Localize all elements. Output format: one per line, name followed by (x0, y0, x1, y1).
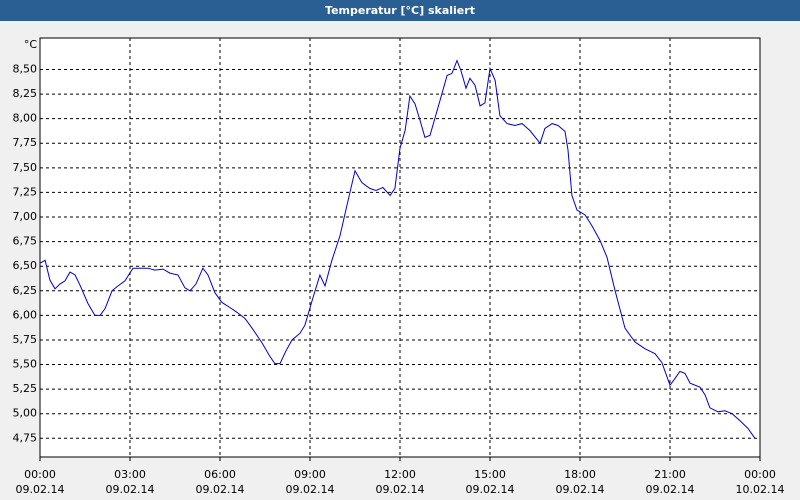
x-tick-date: 09.02.14 (466, 483, 515, 496)
data-line (39, 59, 756, 439)
x-tick-label: 03:00 (114, 468, 146, 481)
y-tick-label: 8,25 (13, 87, 38, 100)
y-tick-label: 6,25 (13, 284, 38, 297)
y-tick-label: 7,75 (13, 136, 38, 149)
x-tick-date: 09.02.14 (106, 483, 155, 496)
x-tick-label: 15:00 (474, 468, 506, 481)
y-unit: °C (24, 38, 38, 51)
x-tick-date: 09.02.14 (16, 483, 65, 496)
y-tick-label: 5,00 (13, 407, 38, 420)
x-tick-label: 18:00 (564, 468, 596, 481)
y-tick-label: 7,50 (13, 161, 38, 174)
y-tick-label: 6,00 (13, 308, 38, 321)
y-tick-label: 5,25 (13, 382, 38, 395)
y-tick-label: 7,00 (13, 210, 38, 223)
x-tick-date: 09.02.14 (646, 483, 695, 496)
x-tick-label: 09:00 (294, 468, 326, 481)
x-tick-label: 00:00 (744, 468, 776, 481)
x-tick-date: 09.02.14 (556, 483, 605, 496)
y-tick-label: 8,00 (13, 112, 38, 125)
x-tick-label: 00:00 (24, 468, 56, 481)
y-tick-label: 5,75 (13, 333, 38, 346)
title-bar (0, 0, 800, 21)
x-tick-label: 12:00 (384, 468, 416, 481)
y-tick-label: 6,50 (13, 259, 38, 272)
x-tick-label: 21:00 (654, 468, 686, 481)
chart-title: Temperatur [°C] skaliert (325, 4, 475, 17)
x-tick-date: 10.02.14 (736, 483, 785, 496)
x-tick-date: 09.02.14 (376, 483, 425, 496)
y-tick-label: 7,25 (13, 185, 38, 198)
y-tick-label: 6,75 (13, 235, 38, 248)
x-tick-label: 06:00 (204, 468, 236, 481)
y-tick-label: 5,50 (13, 358, 38, 371)
y-tick-label: 4,75 (13, 431, 38, 444)
x-tick-date: 09.02.14 (196, 483, 245, 496)
x-tick-date: 09.02.14 (286, 483, 335, 496)
y-tick-label: 8,50 (13, 62, 38, 75)
